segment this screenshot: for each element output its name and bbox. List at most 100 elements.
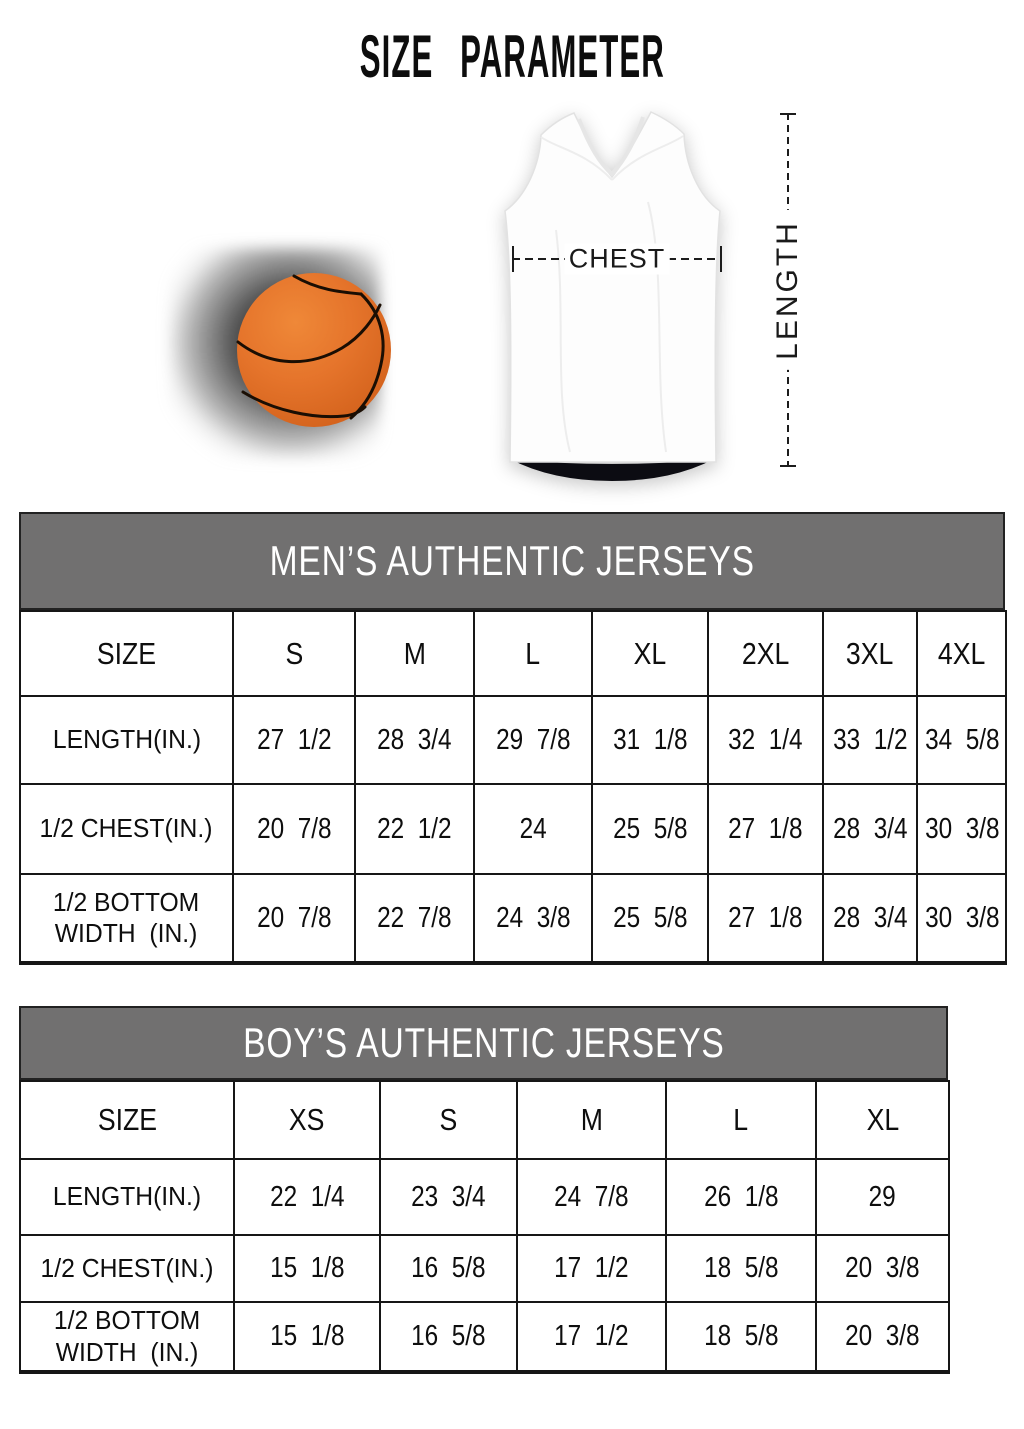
- jersey-body: [504, 111, 721, 463]
- value-cell: 33 1/2: [822, 695, 918, 785]
- value-cell: 16 5/8: [379, 1301, 518, 1373]
- value-cell-text: 24 7/8: [554, 1180, 629, 1213]
- boys-table-title: BOY’S AUTHENTIC JERSEYS: [242, 1019, 725, 1066]
- column-header-xl-text: XL: [633, 635, 667, 671]
- value-cell-text: 29: [868, 1180, 897, 1213]
- value-cell-text: 30 3/8: [925, 812, 1000, 845]
- row-label: 1/2 BOTTOM WIDTH (IN.): [19, 873, 234, 964]
- chest-label: CHEST: [564, 243, 670, 275]
- boys-table-title-bar: BOY’S AUTHENTIC JERSEYS: [19, 1006, 948, 1080]
- column-header-l-text: L: [525, 635, 541, 671]
- value-cell-text: 23 3/4: [411, 1180, 486, 1213]
- value-cell: 17 1/2: [516, 1301, 667, 1373]
- value-cell-text: 30 3/8: [925, 901, 1000, 934]
- value-cell: 27 1/8: [707, 873, 824, 964]
- value-cell: 22 1/2: [354, 783, 475, 875]
- value-cell: 23 3/4: [379, 1158, 518, 1236]
- value-cell: 20 3/8: [815, 1234, 950, 1303]
- row-label-text: LENGTH(IN.): [52, 724, 201, 755]
- length-measure-line: LENGTH: [770, 113, 806, 467]
- column-header-s: S: [232, 610, 356, 697]
- value-cell: 16 5/8: [379, 1234, 518, 1303]
- value-cell: 20 3/8: [815, 1301, 950, 1373]
- length-tick-bottom: [780, 465, 796, 467]
- value-cell: 34 5/8: [916, 695, 1007, 785]
- value-cell: 28 3/4: [822, 783, 918, 875]
- value-cell: 30 3/8: [916, 873, 1007, 964]
- column-header-2xl: 2XL: [707, 610, 824, 697]
- row-label-text: 1/2 BOTTOM WIDTH (IN.): [53, 1305, 201, 1367]
- column-header-xl: XL: [815, 1080, 950, 1160]
- row-label-text: 1/2 CHEST(IN.): [40, 813, 213, 844]
- column-header-4xl: 4XL: [916, 610, 1007, 697]
- value-cell-text: 22 1/2: [377, 812, 452, 845]
- row-label-text: 1/2 CHEST(IN.): [40, 1252, 214, 1283]
- value-cell: 20 7/8: [232, 873, 356, 964]
- row-label: LENGTH(IN.): [19, 1158, 235, 1236]
- value-cell: 15 1/8: [233, 1301, 381, 1373]
- size-header-cell-text: SIZE: [96, 635, 157, 671]
- column-header-l: L: [665, 1080, 817, 1160]
- column-header-3xl-text: 3XL: [846, 635, 894, 671]
- chest-tick-left: [512, 246, 514, 272]
- column-header-m: M: [516, 1080, 667, 1160]
- value-cell: 22 7/8: [354, 873, 475, 964]
- value-cell-text: 17 1/2: [554, 1252, 629, 1284]
- size-header-cell: SIZE: [19, 1080, 235, 1160]
- value-cell-text: 18 5/8: [703, 1320, 779, 1352]
- column-header-4xl-text: 4XL: [937, 635, 986, 671]
- value-cell: 29: [815, 1158, 950, 1236]
- column-header-2xl-text: 2XL: [741, 635, 790, 671]
- value-cell-text: 25 5/8: [612, 812, 688, 845]
- column-header-xl-text: XL: [866, 1102, 899, 1137]
- value-cell-text: 28 3/4: [377, 723, 452, 756]
- column-header-l: L: [473, 610, 593, 697]
- chest-measure-line: CHEST: [512, 243, 722, 275]
- value-cell-text: 24 3/8: [495, 901, 571, 934]
- value-cell-text: 20 7/8: [256, 901, 332, 934]
- value-cell: 24: [473, 783, 593, 875]
- row-label: 1/2 CHEST(IN.): [19, 783, 234, 875]
- basketball-icon: [236, 273, 391, 427]
- column-header-xl: XL: [591, 610, 709, 697]
- value-cell-text: 27 1/2: [256, 723, 332, 756]
- column-header-l-text: L: [733, 1102, 749, 1137]
- row-label: LENGTH(IN.): [19, 695, 234, 785]
- length-tick-top: [780, 113, 796, 115]
- value-cell-text: 15 1/8: [269, 1320, 345, 1352]
- value-cell-text: 27 1/8: [728, 812, 803, 845]
- value-cell-text: 16 5/8: [411, 1252, 486, 1284]
- value-cell: 28 3/4: [822, 873, 918, 964]
- row-label: 1/2 BOTTOM WIDTH (IN.): [19, 1301, 235, 1373]
- value-cell: 24 3/8: [473, 873, 593, 964]
- value-cell-text: 20 3/8: [845, 1320, 920, 1352]
- mens-size-table: SIZE S M L XL 2XL 3XL 4XL LENGTH(IN.) 27 1/2 28 3/…: [19, 610, 1007, 965]
- value-cell: 31 1/8: [591, 695, 709, 785]
- value-cell-text: 22 1/4: [269, 1180, 345, 1213]
- column-header-s-text: S: [285, 635, 303, 671]
- value-cell: 24 7/8: [516, 1158, 667, 1236]
- value-cell-text: 22 7/8: [377, 901, 452, 934]
- table-row: 1/2 CHEST(IN.) 20 7/8 22 1/2 24 25 5/8 27 1/8…: [19, 783, 1007, 875]
- jersey-hem-shadow: [510, 459, 714, 481]
- value-cell: 15 1/8: [233, 1234, 381, 1303]
- row-label-text: 1/2 BOTTOM WIDTH (IN.): [53, 886, 200, 948]
- value-cell: 29 7/8: [473, 695, 593, 785]
- chest-tick-right: [720, 246, 722, 272]
- column-header-m-text: M: [403, 635, 426, 671]
- size-header-cell: SIZE: [19, 610, 234, 697]
- column-header-m: M: [354, 610, 475, 697]
- table-row: 1/2 BOTTOM WIDTH (IN.) 20 7/8 22 7/8 24 3/8…: [19, 873, 1007, 964]
- page-title: SIZE PARAMETER: [0, 22, 1024, 92]
- page-title-text: SIZE PARAMETER: [359, 23, 665, 90]
- table-row: 1/2 BOTTOM WIDTH (IN.) 15 1/8 16 5/8 17 1/2…: [19, 1301, 950, 1373]
- value-cell-text: 29 7/8: [495, 723, 571, 756]
- length-label: LENGTH: [770, 210, 806, 370]
- value-cell-text: 25 5/8: [612, 901, 688, 934]
- value-cell-text: 20 3/8: [845, 1252, 920, 1284]
- value-cell-text: 34 5/8: [925, 723, 1000, 756]
- mens-table-title-bar: MEN’S AUTHENTIC JERSEYS: [19, 512, 1005, 610]
- value-cell: 28 3/4: [354, 695, 475, 785]
- column-header-s-text: S: [439, 1102, 458, 1137]
- column-header-xs: XS: [233, 1080, 381, 1160]
